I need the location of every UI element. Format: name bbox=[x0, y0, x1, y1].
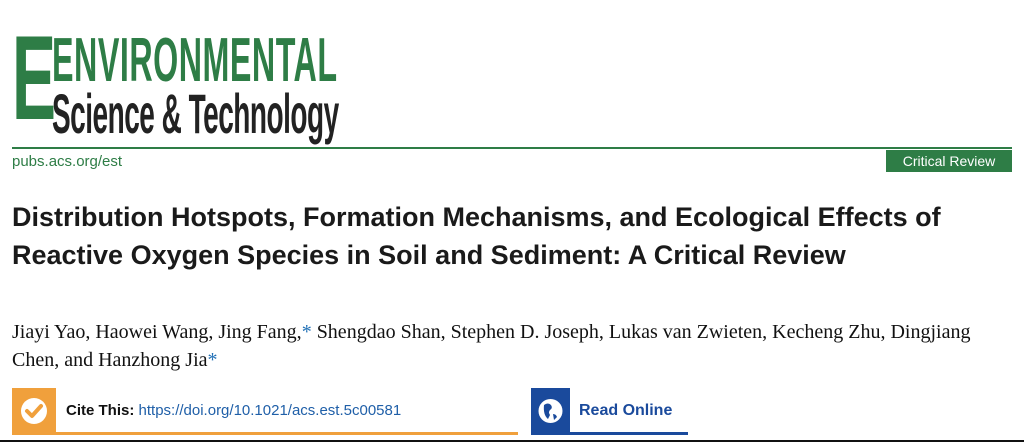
cite-icon-box[interactable] bbox=[12, 388, 56, 434]
cite-this[interactable]: Cite This: https://doi.org/10.1021/acs.e… bbox=[66, 402, 401, 419]
corresponding-author-star[interactable]: * bbox=[301, 321, 312, 343]
article-type-badge: Critical Review bbox=[886, 150, 1012, 172]
logo-e-glyph: E bbox=[12, 11, 57, 145]
article-title: Distribution Hotspots, Formation Mechani… bbox=[12, 202, 941, 270]
authors-part1: Jiayi Yao, Haowei Wang, Jing Fang, bbox=[12, 321, 302, 343]
globe-icon bbox=[538, 399, 563, 423]
journal-url[interactable]: pubs.acs.org/est bbox=[12, 153, 123, 170]
corresponding-author-star[interactable]: * bbox=[207, 349, 218, 371]
author-list: Jiayi Yao, Haowei Wang, Jing Fang,* Shen… bbox=[12, 318, 1017, 374]
read-online-underline bbox=[531, 432, 688, 435]
checkmark-icon bbox=[21, 398, 47, 424]
doi-link[interactable]: https://doi.org/10.1021/acs.est.5c00581 bbox=[138, 402, 402, 419]
logo-environmental: ENVIRONMENTAL bbox=[52, 26, 338, 95]
read-online-icon-box[interactable] bbox=[531, 388, 570, 434]
journal-logo: E ENVIRONMENTAL Science & Technology bbox=[12, 11, 339, 145]
read-online-link[interactable]: Read Online bbox=[579, 402, 673, 419]
cite-label: Cite This: bbox=[66, 402, 135, 419]
logo-science-technology: Science & Technology bbox=[52, 82, 339, 145]
cite-underline bbox=[12, 432, 518, 435]
bottom-rule bbox=[0, 440, 1024, 442]
authors-part2: Shengdao Shan, Stephen D. Joseph, Lukas … bbox=[12, 321, 971, 371]
header-rule bbox=[12, 147, 1012, 149]
